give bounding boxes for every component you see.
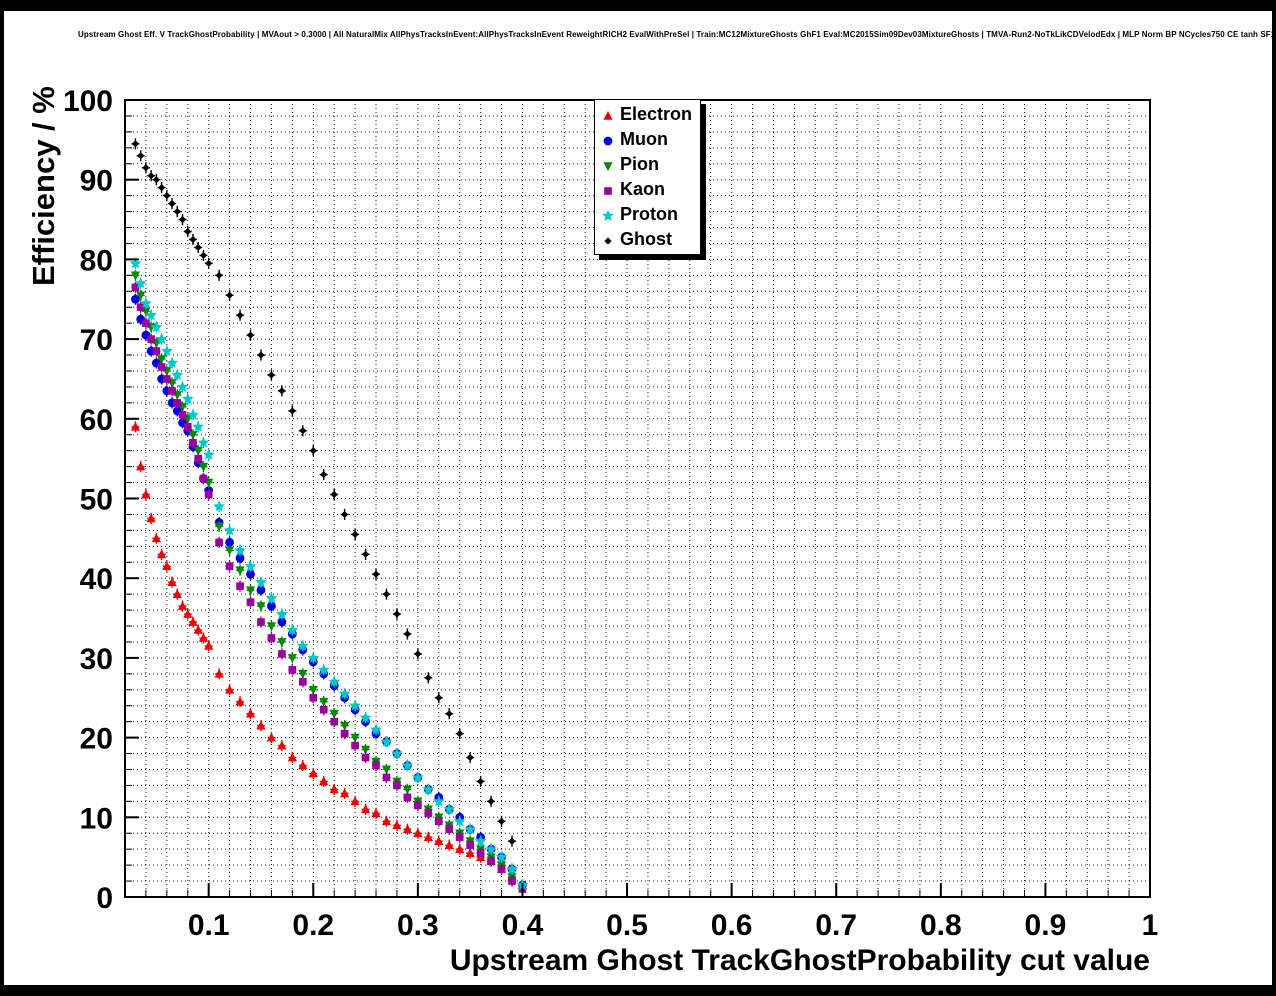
- legend-label: Proton: [620, 204, 678, 224]
- series-kaon: [131, 281, 527, 895]
- x-tick-label: 0.3: [397, 909, 439, 942]
- legend-entry-kaon: Kaon: [598, 177, 692, 202]
- legend-entry-ghost: Ghost: [598, 227, 692, 252]
- data-points: [129, 138, 529, 895]
- series-proton: [129, 257, 529, 891]
- series-pion: [130, 269, 528, 895]
- legend: Electron Muon Pion Kaon Proton Ghost: [594, 99, 702, 255]
- legend-entry-electron: Electron: [598, 102, 692, 127]
- y-tick-label: 60: [80, 404, 113, 437]
- y-tick-label: 80: [80, 244, 113, 277]
- plot-title: Upstream Ghost Eff. V TrackGhostProbabil…: [78, 30, 1276, 39]
- x-axis-title: Upstream Ghost TrackGhostProbability cut…: [449, 944, 1150, 977]
- x-tick-label: 0.2: [292, 909, 334, 942]
- legend-label: Muon: [620, 129, 668, 149]
- x-tick-label: 0.9: [1025, 909, 1067, 942]
- x-tick-label: 1: [1142, 909, 1159, 942]
- y-tick-label: 50: [80, 484, 113, 517]
- x-tick-label: 0.7: [815, 909, 857, 942]
- legend-label: Pion: [620, 154, 659, 174]
- x-tick-label: 0.1: [188, 909, 230, 942]
- legend-label: Ghost: [620, 229, 672, 249]
- y-axis-title: Efficiency / %: [26, 86, 61, 286]
- y-tick-label: 10: [80, 802, 113, 835]
- series-muon: [131, 293, 527, 891]
- axis-ticks: [125, 99, 1151, 898]
- legend-entry-muon: Muon: [598, 127, 692, 152]
- legend-label: Electron: [620, 104, 693, 124]
- y-tick-label: 0: [96, 882, 113, 915]
- tick-labels: 0.1 0.2 0.3 0.4 0.5 0.6 0.7 0.8 0.9 1010203040506…: [63, 85, 1158, 942]
- legend-entry-pion: Pion: [598, 152, 692, 177]
- y-tick-label: 100: [63, 85, 113, 118]
- y-tick-label: 70: [80, 324, 113, 357]
- muon-marker-icon: [603, 136, 613, 145]
- x-tick-label: 0.8: [920, 909, 962, 942]
- y-tick-label: 90: [80, 165, 113, 198]
- series-ghost: [131, 138, 516, 847]
- y-tick-label: 40: [80, 563, 113, 596]
- electron-marker-icon: [603, 110, 613, 120]
- y-tick-label: 20: [80, 723, 113, 756]
- series-electron: [130, 421, 528, 891]
- x-tick-label: 0.6: [711, 909, 753, 942]
- pion-marker-icon: [603, 161, 613, 171]
- legend-entry-proton: Proton: [598, 202, 692, 227]
- legend-label: Kaon: [620, 179, 665, 199]
- x-tick-label: 0.5: [606, 909, 648, 942]
- ghost-marker-icon: [604, 236, 612, 245]
- x-tick-label: 0.4: [502, 909, 544, 942]
- proton-marker-icon: [602, 209, 614, 221]
- y-tick-label: 30: [80, 643, 113, 676]
- kaon-marker-icon: [604, 186, 612, 195]
